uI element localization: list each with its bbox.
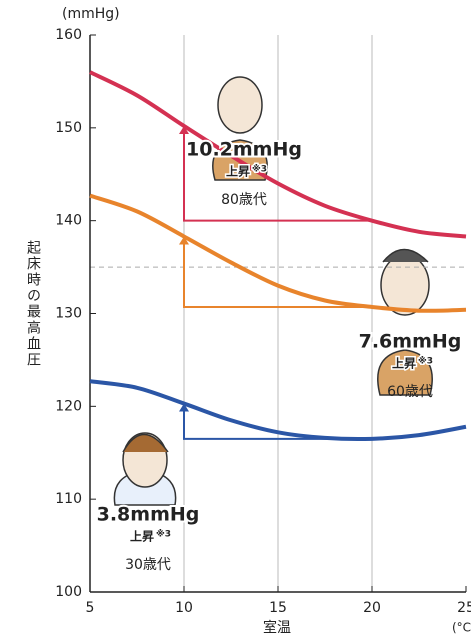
rise-value: 7.6mmHg <box>359 331 462 353</box>
y-tick-label: 100 <box>55 584 82 600</box>
y-label: 起床時の最高血圧 <box>25 240 41 368</box>
line <box>89 379 467 442</box>
rise-bracket <box>183 131 372 222</box>
rise-value: 3.8mmHg <box>97 504 200 526</box>
rise-note: 上昇 <box>130 529 154 544</box>
y-tick-label: 150 <box>55 120 82 136</box>
x-tick-label: 20 <box>363 600 381 616</box>
rise-value: 10.2mmHg <box>186 139 302 161</box>
y-tick-label: 160 <box>55 27 82 43</box>
y-label-text: 起床時の最高血圧 <box>25 240 41 368</box>
rise-note: 上昇 <box>226 164 250 179</box>
x-tick-label: 10 <box>175 600 193 616</box>
line <box>89 193 467 313</box>
y-tick-label: 110 <box>55 491 82 507</box>
series-name: 30歳代 <box>125 557 171 573</box>
x-tick-label: 25 <box>457 600 471 616</box>
rise-note: 上昇 <box>392 356 416 371</box>
series-name: 80歳代 <box>221 192 267 208</box>
illustration <box>113 76 433 506</box>
arrow-head <box>179 403 189 412</box>
y-unit: (mmHg) <box>62 6 120 22</box>
x-unit: (°C) <box>452 621 471 635</box>
y-tick-label: 120 <box>55 398 82 414</box>
rise-note-mark: ※3 <box>418 356 433 367</box>
x-tick-label: 15 <box>269 600 287 616</box>
rise-note-mark: ※3 <box>156 529 171 540</box>
line <box>89 70 467 239</box>
x-tick-label: 5 <box>86 600 95 616</box>
rise-note-mark: ※3 <box>252 164 267 175</box>
arrow-head <box>179 236 189 245</box>
arrow-head <box>179 125 189 134</box>
series-name: 60歳代 <box>387 384 433 400</box>
rise-bracket <box>183 409 372 440</box>
y-tick-label: 140 <box>55 213 82 229</box>
x-label: 室温 <box>263 619 291 636</box>
rise-bracket <box>183 242 372 309</box>
y-tick-label: 130 <box>55 306 82 322</box>
